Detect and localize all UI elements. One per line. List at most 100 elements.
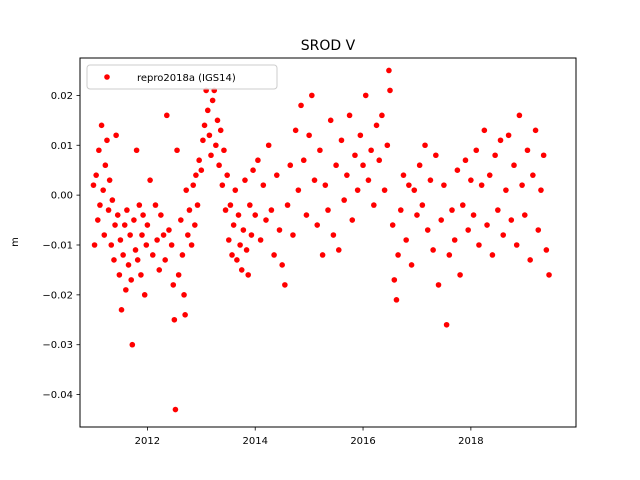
data-point xyxy=(204,107,211,114)
data-point xyxy=(393,297,400,303)
data-point xyxy=(333,162,339,169)
data-point xyxy=(149,252,156,258)
data-point xyxy=(543,247,550,253)
data-point xyxy=(357,132,364,139)
data-point xyxy=(114,212,121,218)
data-point xyxy=(229,252,235,258)
data-point xyxy=(214,117,221,124)
data-point xyxy=(435,282,442,288)
data-point xyxy=(252,212,259,218)
data-point xyxy=(106,177,113,183)
data-point xyxy=(287,162,294,169)
data-point xyxy=(530,172,536,178)
data-point xyxy=(433,152,439,159)
data-point xyxy=(368,147,374,154)
y-tick-label: −0.02 xyxy=(42,290,73,301)
data-point xyxy=(183,187,190,193)
data-point xyxy=(476,242,482,248)
data-point xyxy=(242,177,248,183)
data-point xyxy=(234,257,240,263)
data-point xyxy=(538,187,544,193)
data-point xyxy=(219,182,226,188)
data-point xyxy=(268,207,275,213)
legend: repro2018a (IGS14) xyxy=(86,64,278,90)
data-point xyxy=(532,127,539,134)
x-tick-label: 2018 xyxy=(458,436,483,447)
data-point xyxy=(193,172,199,178)
data-point xyxy=(116,272,123,278)
data-point xyxy=(132,247,139,253)
data-point xyxy=(524,147,531,154)
data-point xyxy=(206,132,213,139)
data-point xyxy=(182,312,188,318)
data-point xyxy=(546,272,552,278)
data-point xyxy=(250,167,256,173)
data-point xyxy=(240,227,247,233)
data-point xyxy=(222,207,229,213)
data-point xyxy=(527,257,533,263)
data-point xyxy=(124,207,130,213)
data-point xyxy=(185,232,191,238)
data-point xyxy=(90,182,97,188)
data-point xyxy=(160,232,167,238)
data-point xyxy=(186,207,193,213)
data-point xyxy=(97,202,103,208)
data-point xyxy=(484,222,490,228)
y-axis-label: m xyxy=(10,237,21,247)
data-point xyxy=(105,207,112,213)
data-point xyxy=(443,321,450,328)
data-point xyxy=(391,277,398,283)
data-point xyxy=(257,237,264,243)
data-point xyxy=(365,177,372,183)
data-point xyxy=(446,252,453,258)
data-point xyxy=(133,147,140,154)
data-point xyxy=(200,137,206,144)
data-point xyxy=(290,232,296,238)
y-tick-label: 0.00 xyxy=(51,191,73,202)
legend-label: repro2018a (IGS14) xyxy=(137,73,236,84)
data-point xyxy=(98,122,105,129)
data-point xyxy=(430,247,436,253)
data-point xyxy=(247,202,253,208)
data-point xyxy=(100,187,106,193)
data-point xyxy=(325,207,331,213)
data-point xyxy=(121,222,128,228)
data-point xyxy=(309,92,315,99)
data-point xyxy=(400,172,407,178)
data-point xyxy=(141,292,148,298)
data-point xyxy=(188,242,195,248)
data-point xyxy=(341,197,347,203)
data-point xyxy=(156,267,163,273)
data-point xyxy=(352,152,358,159)
data-point xyxy=(217,127,224,134)
y-axis: −0.04 −0.03 −0.02 −0.01 0.00 0.01 0.02 xyxy=(42,91,80,401)
data-point xyxy=(397,207,404,213)
data-point xyxy=(104,137,110,144)
data-point xyxy=(181,292,187,298)
data-point xyxy=(495,207,501,213)
data-point xyxy=(360,162,366,169)
data-point xyxy=(508,217,515,223)
data-point xyxy=(411,187,418,193)
y-tick-label: −0.01 xyxy=(42,240,73,251)
data-point xyxy=(486,172,493,178)
data-point xyxy=(500,232,507,238)
data-point xyxy=(108,242,115,248)
data-point xyxy=(459,202,466,208)
data-point xyxy=(170,282,177,288)
data-point xyxy=(292,127,299,134)
data-point xyxy=(338,137,345,144)
data-point xyxy=(319,252,326,258)
data-point xyxy=(175,272,182,278)
data-point xyxy=(468,177,474,183)
data-point xyxy=(362,92,369,99)
data-point xyxy=(300,157,307,164)
data-point xyxy=(263,217,269,223)
y-tick-label: 0.01 xyxy=(51,141,73,152)
data-point xyxy=(424,227,431,233)
data-point xyxy=(168,242,175,248)
data-point xyxy=(438,217,445,223)
data-point xyxy=(481,127,488,134)
data-point xyxy=(416,162,423,169)
data-point xyxy=(344,172,350,178)
